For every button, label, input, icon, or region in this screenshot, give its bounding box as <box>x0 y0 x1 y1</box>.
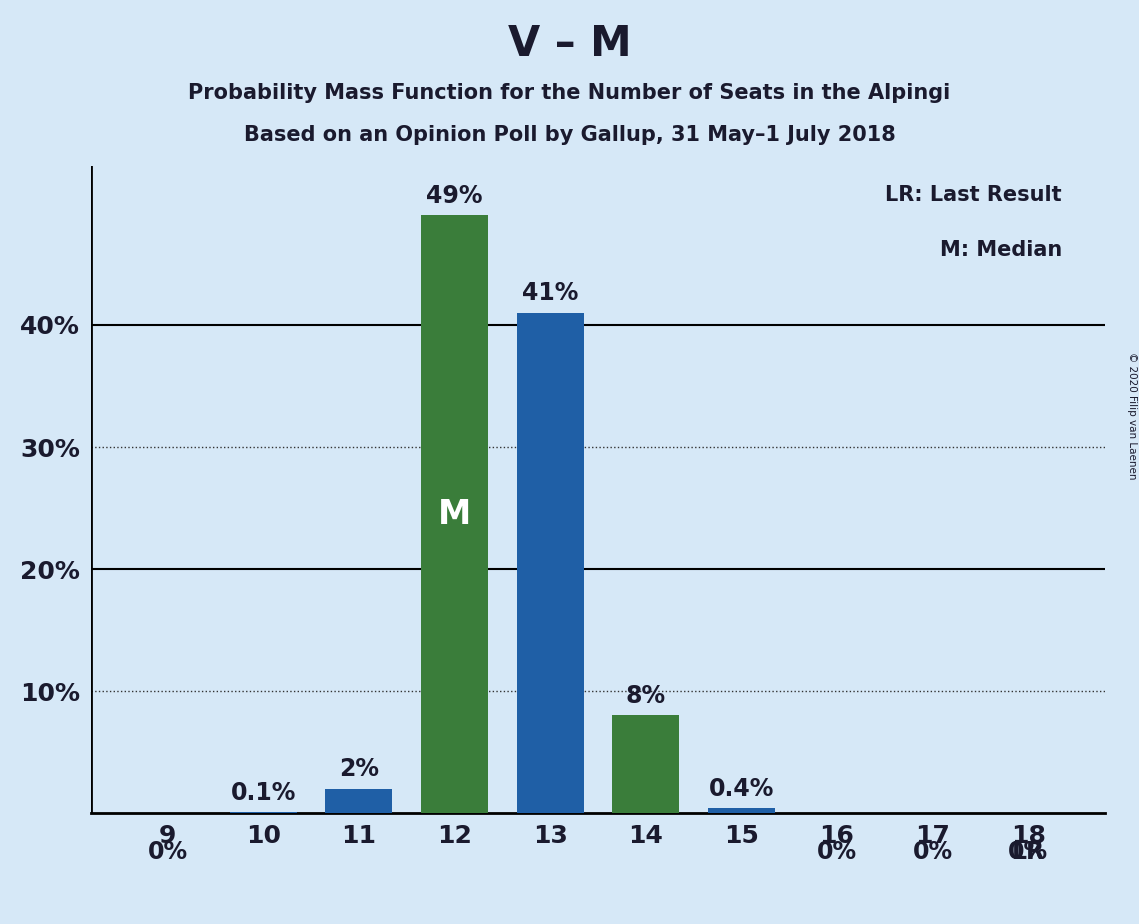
Text: 0%: 0% <box>912 840 952 864</box>
Text: 2%: 2% <box>339 758 379 782</box>
Text: Probability Mass Function for the Number of Seats in the Alpingi: Probability Mass Function for the Number… <box>188 83 951 103</box>
Text: 0%: 0% <box>817 840 858 864</box>
Bar <box>230 812 297 813</box>
Text: LR: LR <box>1011 840 1044 864</box>
Text: M: Median: M: Median <box>940 239 1062 260</box>
Text: 8%: 8% <box>625 684 666 708</box>
Text: 41%: 41% <box>522 282 579 306</box>
Bar <box>421 215 487 813</box>
Text: 0%: 0% <box>148 840 188 864</box>
Text: LR: Last Result: LR: Last Result <box>885 185 1062 204</box>
Text: © 2020 Filip van Laenen: © 2020 Filip van Laenen <box>1126 352 1137 480</box>
Text: V – M: V – M <box>508 23 631 65</box>
Text: 0.4%: 0.4% <box>708 777 775 801</box>
Bar <box>517 312 583 813</box>
Text: Based on an Opinion Poll by Gallup, 31 May–1 July 2018: Based on an Opinion Poll by Gallup, 31 M… <box>244 125 895 145</box>
Text: M: M <box>437 498 472 530</box>
Text: 49%: 49% <box>426 184 483 208</box>
Bar <box>613 715 679 813</box>
Text: 0%: 0% <box>1008 840 1048 864</box>
Bar <box>708 808 775 813</box>
Bar <box>326 789 392 813</box>
Text: 0.1%: 0.1% <box>230 781 296 805</box>
